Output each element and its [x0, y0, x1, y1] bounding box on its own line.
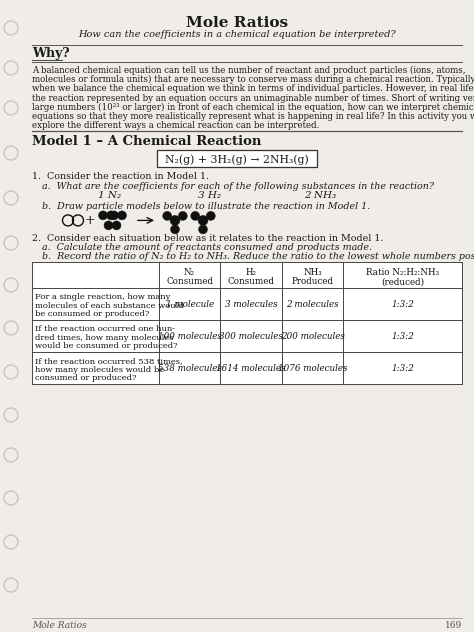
Circle shape	[99, 211, 108, 220]
Text: molecules or formula units) that are necessary to conserve mass during a chemica: molecules or formula units) that are nec…	[32, 75, 474, 84]
Text: 1614 molecules: 1614 molecules	[216, 364, 286, 373]
Circle shape	[198, 216, 208, 226]
Circle shape	[4, 278, 18, 292]
Text: explore the different ways a chemical reaction can be interpreted.: explore the different ways a chemical re…	[32, 121, 319, 130]
Circle shape	[170, 216, 180, 226]
Circle shape	[4, 535, 18, 549]
Text: N₂(g) + 3H₂(g) → 2NH₃(g): N₂(g) + 3H₂(g) → 2NH₃(g)	[165, 154, 309, 165]
Text: Consumed: Consumed	[228, 277, 274, 286]
Text: 1076 molecules: 1076 molecules	[278, 364, 347, 373]
Text: Mole Ratios: Mole Ratios	[32, 621, 87, 630]
Text: 1:3:2: 1:3:2	[391, 332, 414, 341]
Circle shape	[4, 21, 18, 35]
Text: 3 H₂: 3 H₂	[199, 191, 221, 200]
Circle shape	[4, 191, 18, 205]
Text: 300 molecules: 300 molecules	[219, 332, 283, 341]
Circle shape	[4, 321, 18, 335]
Text: would be consumed or produced?: would be consumed or produced?	[35, 343, 178, 350]
Text: +: +	[85, 214, 95, 227]
Circle shape	[199, 225, 208, 234]
Circle shape	[4, 408, 18, 422]
Circle shape	[112, 221, 121, 230]
Text: 2 molecules: 2 molecules	[286, 300, 339, 309]
Text: a.  Calculate the amount of reactants consumed and products made.: a. Calculate the amount of reactants con…	[42, 243, 372, 252]
Text: 1 N₂: 1 N₂	[99, 191, 121, 200]
Text: consumed or produced?: consumed or produced?	[35, 374, 137, 382]
Text: 1.  Consider the reaction in Model 1.: 1. Consider the reaction in Model 1.	[32, 173, 209, 181]
Bar	[157, 150, 317, 167]
Text: Mole Ratios: Mole Ratios	[186, 16, 288, 30]
Text: 200 molecules: 200 molecules	[281, 332, 345, 341]
Text: 3 molecules: 3 molecules	[225, 300, 277, 309]
Text: the reaction represented by an equation occurs an unimaginable number of times. : the reaction represented by an equation …	[32, 94, 474, 102]
Text: 1:3:2: 1:3:2	[391, 300, 414, 309]
Text: molecules of each substance would: molecules of each substance would	[35, 302, 184, 310]
Text: 538 molecules: 538 molecules	[158, 364, 221, 373]
Text: be consumed or produced?: be consumed or produced?	[35, 310, 149, 319]
Text: (reduced): (reduced)	[381, 277, 424, 286]
Circle shape	[107, 211, 116, 220]
Circle shape	[206, 211, 215, 221]
Text: 2.  Consider each situation below as it relates to the reaction in Model 1.: 2. Consider each situation below as it r…	[32, 234, 383, 243]
Circle shape	[4, 61, 18, 75]
Text: A balanced chemical equation can tell us the number of reactant and product part: A balanced chemical equation can tell us…	[32, 66, 465, 75]
Circle shape	[4, 146, 18, 160]
Text: dred times, how many molecules: dred times, how many molecules	[35, 334, 173, 342]
Text: how many molecules would be: how many molecules would be	[35, 366, 164, 374]
Circle shape	[118, 211, 127, 220]
Text: Model 1 – A Chemical Reaction: Model 1 – A Chemical Reaction	[32, 135, 261, 149]
Text: How can the coefficients in a chemical equation be interpreted?: How can the coefficients in a chemical e…	[78, 30, 396, 39]
Text: Consumed: Consumed	[166, 277, 213, 286]
Circle shape	[178, 211, 187, 221]
Circle shape	[4, 448, 18, 462]
Text: H₂: H₂	[246, 269, 256, 277]
Text: when we balance the chemical equation we think in terms of individual particles.: when we balance the chemical equation we…	[32, 85, 474, 94]
Text: large numbers (10²³ or larger) in front of each chemical in the equation, how ca: large numbers (10²³ or larger) in front …	[32, 103, 474, 112]
Circle shape	[4, 491, 18, 505]
Text: 2 NH₃: 2 NH₃	[304, 191, 336, 200]
Text: Why?: Why?	[32, 47, 70, 60]
Text: 100 molecules: 100 molecules	[158, 332, 221, 341]
Circle shape	[163, 211, 172, 221]
Circle shape	[4, 365, 18, 379]
Text: equations so that they more realistically represent what is happening in real li: equations so that they more realisticall…	[32, 112, 474, 121]
Text: 1:3:2: 1:3:2	[391, 364, 414, 373]
Text: b.  Draw particle models below to illustrate the reaction in Model 1.: b. Draw particle models below to illustr…	[42, 202, 370, 211]
Text: NH₃: NH₃	[303, 269, 322, 277]
Circle shape	[109, 211, 118, 220]
Text: b.  Record the ratio of N₂ to H₂ to NH₃. Reduce the ratio to the lowest whole nu: b. Record the ratio of N₂ to H₂ to NH₃. …	[42, 252, 474, 262]
Text: 169: 169	[445, 621, 462, 630]
Circle shape	[4, 236, 18, 250]
Text: For a single reaction, how many: For a single reaction, how many	[35, 293, 170, 301]
Circle shape	[171, 225, 180, 234]
Text: If the reaction occurred one hun-: If the reaction occurred one hun-	[35, 325, 175, 334]
Text: Produced: Produced	[292, 277, 334, 286]
Circle shape	[104, 221, 113, 230]
Bar	[32, 262, 462, 384]
Circle shape	[191, 211, 200, 221]
Circle shape	[4, 101, 18, 115]
Circle shape	[4, 578, 18, 592]
Text: a.  What are the coefficients for each of the following substances in the reacti: a. What are the coefficients for each of…	[42, 183, 434, 191]
Text: If the reaction occurred 538 times,: If the reaction occurred 538 times,	[35, 358, 182, 365]
Text: Ratio N₂:H₂:NH₃: Ratio N₂:H₂:NH₃	[366, 269, 439, 277]
Text: N₂: N₂	[184, 269, 195, 277]
Text: 1 molecule: 1 molecule	[165, 300, 214, 309]
